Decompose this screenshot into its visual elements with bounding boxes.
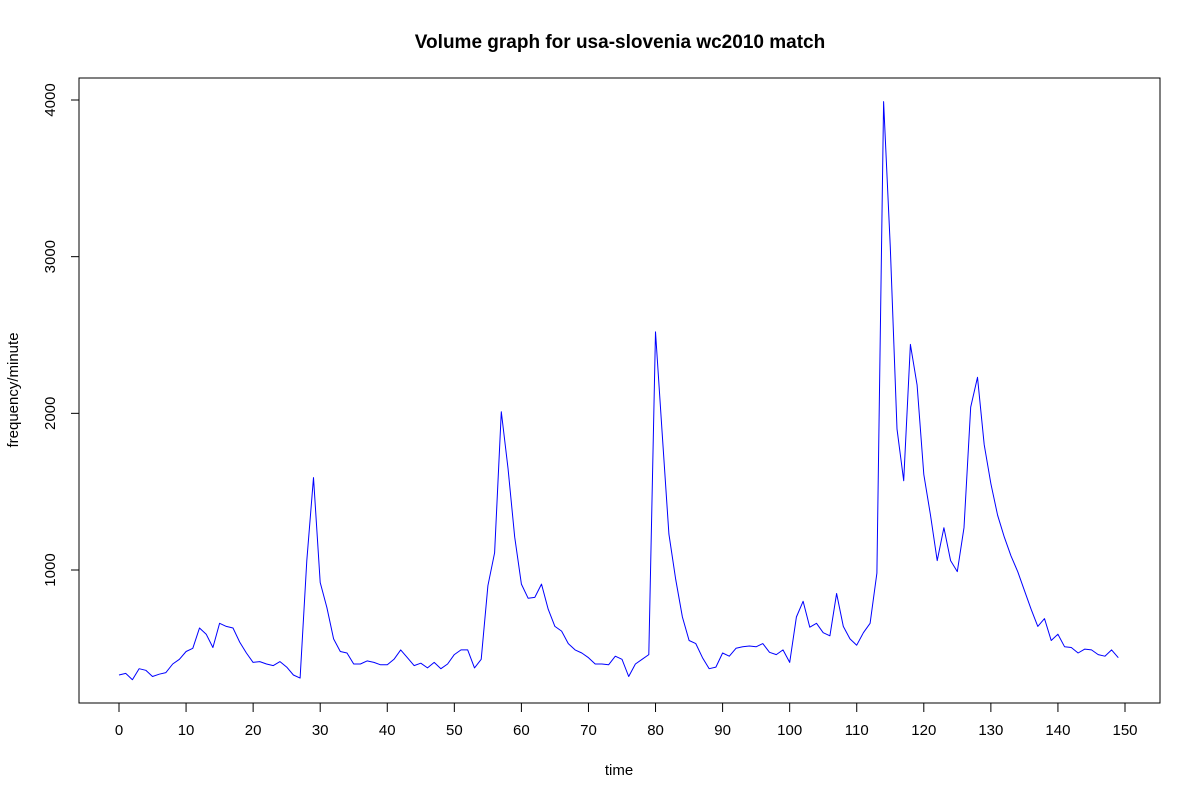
x-tick-label: 100 (777, 722, 802, 739)
x-axis: 0 10 20 30 40 50 60 70 80 90 100 110 120 130 140 150 (115, 702, 1138, 739)
x-tick-label: 140 (1045, 722, 1070, 739)
x-tick-label: 110 (845, 722, 869, 739)
x-tick-label: 120 (911, 722, 936, 739)
x-tick-label: 60 (513, 722, 530, 739)
chart-title: Volume graph for usa-slovenia wc2010 mat… (415, 32, 825, 53)
x-tick-label: 40 (379, 722, 396, 739)
x-tick-label: 50 (446, 722, 463, 739)
plot-frame (78, 77, 1161, 704)
x-tick-label: 130 (978, 722, 1003, 739)
x-tick-label: 20 (245, 722, 262, 739)
y-tick-label: 3000 (42, 240, 59, 273)
x-tick-label: 30 (312, 722, 329, 739)
x-tick-label: 80 (647, 722, 664, 739)
y-axis-label: frequency/minute (5, 332, 22, 447)
y-tick-label: 1000 (42, 553, 59, 586)
x-tick-label: 70 (580, 722, 597, 739)
x-tick-label: 10 (178, 722, 195, 739)
x-axis-label: time (605, 762, 633, 779)
series-line (118, 101, 1119, 681)
y-tick-label: 4000 (42, 83, 59, 116)
x-tick-label: 90 (714, 722, 731, 739)
y-axis: 1000 2000 3000 4000 (42, 83, 80, 587)
x-tick-label: 150 (1112, 722, 1137, 739)
series-layer (118, 101, 1119, 681)
x-tick-label: 0 (115, 722, 123, 739)
y-tick-label: 2000 (42, 397, 59, 430)
